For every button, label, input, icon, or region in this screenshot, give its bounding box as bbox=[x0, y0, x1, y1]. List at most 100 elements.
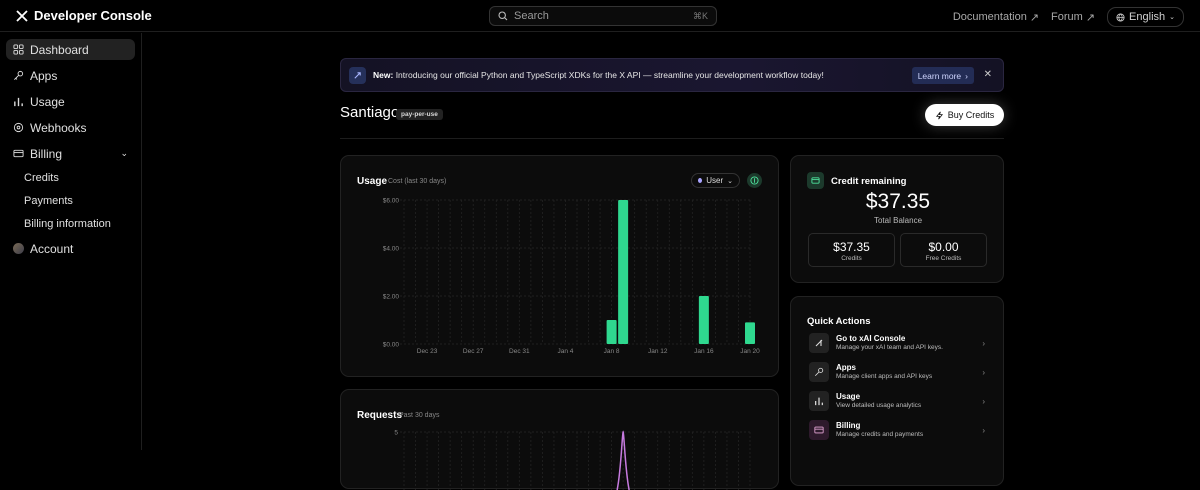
requests-line-chart: 5 bbox=[394, 430, 751, 490]
buy-credits-button[interactable]: Buy Credits bbox=[925, 104, 1004, 126]
external-link-icon: ↗ bbox=[1029, 11, 1040, 24]
free-credits-value: $0.00 bbox=[928, 240, 959, 254]
banner-text: New: Introducing our official Python and… bbox=[373, 70, 824, 80]
x-tick-label: Jan 16 bbox=[694, 348, 714, 355]
requests-title: Requests bbox=[357, 410, 403, 421]
sidebar-subitem-credits[interactable]: Credits bbox=[24, 172, 59, 184]
search-box[interactable]: ⌘K bbox=[489, 6, 717, 26]
bar-chart-icon bbox=[809, 391, 829, 411]
brand[interactable]: Developer Console bbox=[16, 8, 152, 23]
chevron-down-icon[interactable]: ⌄ bbox=[120, 148, 128, 158]
total-balance-label: Total Balance bbox=[873, 216, 923, 225]
sidebar-item-billing[interactable]: Billing ⌄ bbox=[6, 143, 135, 164]
y-tick-label: $2.00 bbox=[383, 294, 400, 301]
sidebar-item-label: Billing bbox=[30, 146, 63, 161]
language-label: English bbox=[1129, 11, 1166, 23]
paid-credits-box: $37.35 Credits bbox=[808, 233, 895, 267]
search-shortcut: ⌘K bbox=[692, 10, 708, 21]
avatar bbox=[13, 243, 24, 254]
user-filter-select[interactable]: User ⌄ bbox=[691, 173, 740, 188]
credit-title: Credit remaining bbox=[831, 176, 907, 187]
sidebar-item-label: Apps bbox=[30, 68, 58, 83]
requests-subtitle: Past 30 days bbox=[399, 412, 440, 419]
external-link-icon: ↗ bbox=[1085, 11, 1096, 24]
paid-credits-label: Credits bbox=[841, 255, 862, 262]
user-dot bbox=[698, 178, 703, 183]
plan-badge: pay-per-use bbox=[396, 109, 443, 120]
close-icon[interactable]: ✕ bbox=[983, 69, 992, 80]
bar-chart-icon bbox=[14, 97, 23, 107]
chevron-down-icon: ⌄ bbox=[1169, 14, 1175, 21]
chevron-right-icon: › bbox=[982, 426, 985, 435]
wallet-icon bbox=[807, 172, 824, 189]
chevron-down-icon: ⌄ bbox=[727, 177, 733, 185]
usage-title: Usage bbox=[357, 176, 388, 187]
free-credits-box: $0.00 Free Credits bbox=[900, 233, 987, 267]
y-tick-label: $4.00 bbox=[383, 246, 400, 253]
usage-bar-chart: $0.00 $2.00 $4.00 $6.00 Dec 23 Dec 27 Dec 31 Ja… bbox=[383, 198, 760, 356]
x-tick-label: Dec 23 bbox=[417, 348, 438, 355]
rocket-icon bbox=[349, 66, 366, 84]
sidebar-item-usage[interactable]: Usage bbox=[6, 91, 135, 112]
sidebar-item-label: Dashboard bbox=[30, 42, 89, 57]
y-tick-label: 5 bbox=[394, 430, 398, 437]
sidebar-item-dashboard[interactable]: Dashboard bbox=[6, 39, 135, 60]
x-tick-label: Jan 8 bbox=[604, 348, 620, 355]
free-credits-label: Free Credits bbox=[925, 255, 962, 262]
documentation-link[interactable]: Documentation ↗ bbox=[952, 11, 1040, 24]
lightning-icon bbox=[935, 111, 943, 119]
card-icon bbox=[809, 420, 829, 440]
top-bar: Developer Console ⌘K Documentation↗ Foru… bbox=[0, 0, 1200, 32]
divider bbox=[340, 138, 1004, 139]
paid-credits-value: $37.35 bbox=[833, 240, 870, 254]
x-tick-label: Jan 4 bbox=[558, 348, 574, 355]
xai-icon bbox=[809, 333, 829, 353]
key-icon bbox=[809, 362, 829, 382]
sidebar-subitem-payments[interactable]: Payments bbox=[24, 195, 73, 207]
search-icon bbox=[498, 11, 508, 21]
learn-more-button[interactable]: Learn more › bbox=[911, 67, 974, 84]
sidebar: Dashboard Apps Usage Webhooks Billing ⌄ … bbox=[0, 33, 142, 450]
forum-link[interactable]: Forum ↗ bbox=[1051, 11, 1096, 24]
quick-action-usage[interactable]: Usage View detailed usage analytics › bbox=[807, 391, 987, 413]
app-title: Developer Console bbox=[34, 8, 152, 23]
x-tick-label: Jan 20 bbox=[740, 348, 760, 355]
usage-subtitle: Cost (last 30 days) bbox=[388, 178, 447, 185]
globe-icon bbox=[1116, 12, 1125, 22]
usage-bar bbox=[698, 296, 709, 344]
y-tick-label: $6.00 bbox=[383, 198, 400, 205]
key-icon bbox=[14, 70, 24, 80]
quick-actions-card: Quick Actions Go to xAI Console Manage y… bbox=[790, 296, 1004, 486]
quick-action-xai-console[interactable]: Go to xAI Console Manage your xAI team a… bbox=[807, 333, 987, 355]
requests-card: Requests Past 30 days 5 bbox=[340, 389, 779, 490]
quick-action-billing[interactable]: Billing Manage credits and payments › bbox=[807, 420, 987, 442]
usage-card: Usage Cost (last 30 days) User ⌄ $0.00 $2… bbox=[340, 155, 779, 377]
grid-icon bbox=[13, 44, 24, 55]
usage-bar bbox=[745, 322, 755, 344]
x-logo-icon bbox=[16, 9, 28, 22]
usage-bar bbox=[606, 320, 617, 344]
x-tick-label: Jan 12 bbox=[648, 348, 668, 355]
sidebar-item-webhooks[interactable]: Webhooks bbox=[6, 117, 135, 138]
search-input[interactable] bbox=[514, 10, 687, 22]
sidebar-item-apps[interactable]: Apps bbox=[6, 65, 135, 86]
main-content: New: Introducing our official Python and… bbox=[142, 33, 1200, 490]
sidebar-item-account[interactable]: Account bbox=[6, 238, 135, 259]
chevron-right-icon: › bbox=[982, 339, 985, 348]
x-tick-label: Dec 27 bbox=[463, 348, 484, 355]
dollar-icon bbox=[750, 176, 759, 185]
page-title: Santiago bbox=[340, 104, 400, 121]
x-tick-label: Dec 31 bbox=[509, 348, 530, 355]
y-tick-label: $0.00 bbox=[383, 342, 400, 349]
chevron-right-icon: › bbox=[982, 397, 985, 406]
sidebar-subitem-billing-information[interactable]: Billing information bbox=[24, 218, 111, 230]
dollar-toggle-button[interactable] bbox=[747, 173, 762, 188]
language-selector[interactable]: English ⌄ bbox=[1107, 7, 1184, 27]
quick-action-apps[interactable]: Apps Manage client apps and API keys › bbox=[807, 362, 987, 384]
total-balance-amount: $37.35 bbox=[865, 190, 931, 213]
sidebar-item-label: Account bbox=[30, 241, 74, 256]
webhook-icon bbox=[13, 122, 24, 133]
announcement-banner: New: Introducing our official Python and… bbox=[340, 58, 1004, 92]
sidebar-item-label: Webhooks bbox=[30, 120, 87, 135]
chevron-right-icon: › bbox=[982, 368, 985, 377]
